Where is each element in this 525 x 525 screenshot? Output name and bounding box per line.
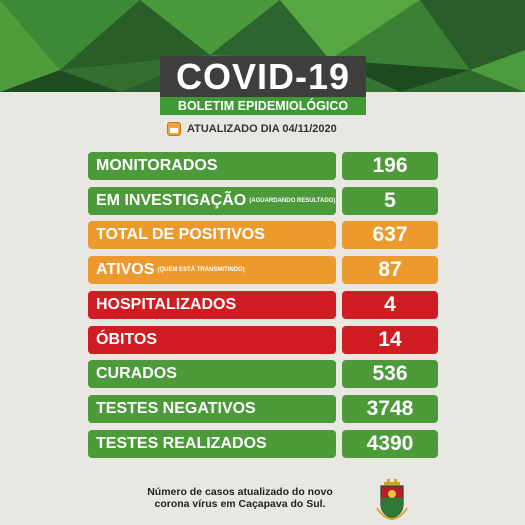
stat-row: ATIVOS (QUEM ESTÁ TRANSMITINDO) 87 [88, 256, 438, 284]
stat-value: 5 [342, 187, 438, 215]
stat-row: HOSPITALIZADOS 4 [88, 291, 438, 319]
stat-label: CURADOS [88, 360, 336, 388]
footer-line-2: corona vírus em Caçapava do Sul. [154, 498, 326, 510]
stat-label: HOSPITALIZADOS [88, 291, 336, 319]
stat-value: 87 [342, 256, 438, 284]
stat-label-text: TESTES REALIZADOS [96, 435, 267, 452]
municipal-crest-icon [376, 479, 408, 520]
stat-label-text: HOSPITALIZADOS [96, 296, 237, 313]
update-date: ATUALIZADO DIA 04/11/2020 [167, 121, 337, 137]
stat-row: TESTES REALIZADOS 4390 [88, 430, 438, 458]
stat-label-note: (AGUARDANDO RESULTADO) [249, 198, 336, 204]
stat-row: TOTAL DE POSITIVOS 637 [88, 221, 438, 249]
stat-value: 4 [342, 291, 438, 319]
stat-label: ATIVOS (QUEM ESTÁ TRANSMITINDO) [88, 256, 336, 284]
stat-row: EM INVESTIGAÇÃO (AGUARDANDO RESULTADO) 5 [88, 187, 438, 215]
stat-label-text: ATIVOS [96, 261, 155, 279]
stat-row: TESTES NEGATIVOS 3748 [88, 395, 438, 423]
page-title: COVID-19 [160, 56, 366, 98]
stat-label-text: ÓBITOS [96, 331, 158, 348]
footer-line-1: Número de casos atualizado do novo [147, 486, 333, 498]
stat-label: TESTES NEGATIVOS [88, 395, 336, 423]
stat-label-text: EM INVESTIGAÇÃO [96, 192, 247, 210]
stat-row: MONITORADOS 196 [88, 152, 438, 180]
stat-label-text: TESTES NEGATIVOS [96, 400, 256, 417]
stat-label: ÓBITOS [88, 326, 336, 354]
stat-value: 3748 [342, 395, 438, 423]
stat-label: TOTAL DE POSITIVOS [88, 221, 336, 249]
stat-value: 637 [342, 221, 438, 249]
footer-note: Número de casos atualizado do novo coron… [110, 486, 370, 510]
stat-label: MONITORADOS [88, 152, 336, 180]
page-subtitle: BOLETIM EPIDEMIOLÓGICO [160, 97, 366, 115]
stat-label: EM INVESTIGAÇÃO (AGUARDANDO RESULTADO) [88, 187, 336, 215]
stat-value: 4390 [342, 430, 438, 458]
stat-label-note: (QUEM ESTÁ TRANSMITINDO) [157, 267, 245, 273]
stat-label: TESTES REALIZADOS [88, 430, 336, 458]
update-date-text: ATUALIZADO DIA 04/11/2020 [187, 123, 337, 135]
calendar-icon [167, 122, 181, 136]
stat-label-text: CURADOS [96, 365, 177, 382]
stat-label-text: MONITORADOS [96, 157, 218, 174]
stat-row: ÓBITOS 14 [88, 326, 438, 354]
stat-row: CURADOS 536 [88, 360, 438, 388]
stat-value: 536 [342, 360, 438, 388]
stat-value: 14 [342, 326, 438, 354]
stat-value: 196 [342, 152, 438, 180]
stat-label-text: TOTAL DE POSITIVOS [96, 226, 265, 243]
